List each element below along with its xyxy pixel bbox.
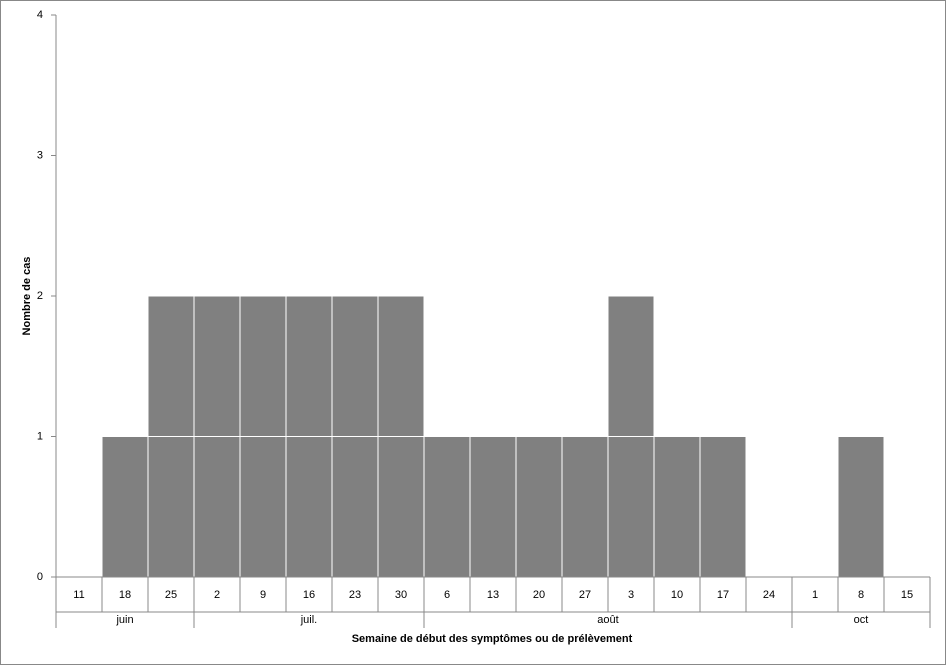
x-tick-label: 23: [349, 589, 361, 601]
month-label: juin: [115, 614, 133, 626]
month-label: août: [597, 614, 618, 626]
bar: [653, 436, 701, 578]
x-tick-label: 6: [444, 589, 450, 601]
x-tick-label: 25: [165, 589, 177, 601]
y-tick-label: 4: [37, 9, 43, 21]
bar: [423, 436, 471, 578]
x-tick-label: 9: [260, 589, 266, 601]
x-tick-label: 24: [763, 589, 775, 601]
x-tick-label: 11: [73, 589, 84, 601]
bar: [469, 436, 517, 578]
bar: [699, 436, 747, 578]
x-tick-label: 16: [303, 589, 315, 601]
x-tick-label: 15: [901, 589, 913, 601]
x-tick-label: 13: [487, 589, 499, 601]
bar: [837, 436, 885, 578]
y-tick-label: 1: [37, 430, 43, 442]
x-tick-label: 8: [858, 589, 864, 601]
x-tick-label: 18: [119, 589, 131, 601]
x-tick-label: 1: [812, 589, 818, 601]
bar: [515, 436, 563, 578]
x-tick-label: 17: [717, 589, 729, 601]
y-tick-label: 0: [37, 571, 43, 583]
y-tick-label: 2: [37, 290, 43, 302]
x-tick-label: 20: [533, 589, 545, 601]
x-tick-label: 27: [579, 589, 591, 601]
bar: [101, 436, 149, 578]
x-tick-label: 10: [671, 589, 683, 601]
month-label: oct: [854, 614, 869, 626]
x-axis-title: Semaine de début des symptômes ou de pré…: [352, 633, 633, 645]
y-tick-label: 3: [37, 149, 43, 161]
y-axis-title: Nombre de cas: [21, 257, 33, 336]
bar: [561, 436, 609, 578]
x-tick-label: 2: [214, 589, 220, 601]
x-tick-label: 3: [628, 589, 634, 601]
x-tick-label: 30: [395, 589, 407, 601]
month-label: juil.: [300, 614, 318, 626]
